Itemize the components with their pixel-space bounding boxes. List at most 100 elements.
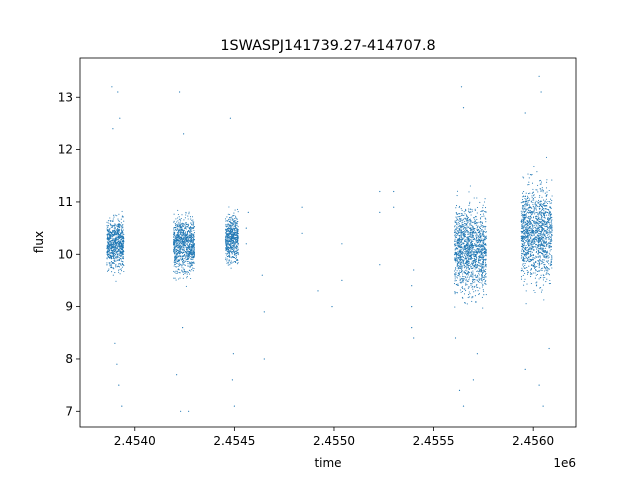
data-point (175, 270, 177, 272)
data-point (113, 257, 115, 259)
data-point (122, 250, 124, 252)
data-point (231, 222, 233, 224)
data-point (455, 213, 458, 215)
data-point (480, 217, 482, 219)
data-point (541, 249, 543, 251)
data-point (475, 257, 477, 259)
data-point (187, 244, 189, 246)
data-point (482, 232, 484, 234)
data-point (470, 257, 472, 259)
data-point (545, 253, 548, 255)
data-point (480, 210, 482, 213)
data-point (190, 227, 192, 229)
data-point (173, 251, 175, 253)
data-point (466, 239, 468, 241)
data-point (533, 209, 535, 211)
data-point (472, 235, 474, 237)
data-point (537, 223, 539, 226)
data-point (230, 227, 232, 229)
data-point (468, 233, 470, 235)
data-point (187, 260, 189, 263)
data-point (471, 243, 474, 245)
data-point (481, 210, 483, 212)
data-point (482, 284, 484, 287)
data-point (525, 235, 527, 237)
data-point (176, 261, 179, 263)
data-point (546, 208, 548, 210)
data-point (455, 244, 457, 246)
data-point (461, 246, 463, 248)
data-point (474, 268, 476, 270)
data-point (530, 255, 532, 257)
data-point (530, 213, 532, 215)
data-point (112, 253, 114, 255)
data-point (539, 207, 541, 210)
data-point (544, 234, 546, 236)
data-point (538, 202, 540, 204)
data-point (115, 247, 117, 250)
data-point (226, 227, 228, 229)
data-point (113, 246, 115, 248)
data-point (484, 228, 486, 230)
data-point (468, 279, 470, 281)
data-point (181, 269, 183, 271)
data-point (230, 226, 232, 228)
data-point (473, 286, 475, 288)
data-point (184, 246, 186, 248)
data-point (541, 206, 544, 208)
data-point (228, 206, 230, 208)
data-point (541, 196, 543, 198)
data-point (112, 249, 114, 252)
data-point (542, 279, 544, 281)
data-point (178, 269, 180, 271)
data-point (237, 252, 239, 254)
data-point (467, 238, 469, 241)
data-point (182, 241, 185, 243)
data-point (468, 267, 471, 270)
data-point (467, 233, 469, 235)
data-point (485, 266, 487, 268)
data-point (457, 260, 459, 262)
data-point (230, 231, 232, 233)
data-point (526, 283, 528, 285)
data-point (116, 229, 119, 231)
data-point (181, 270, 183, 272)
data-point (480, 220, 482, 223)
data-point (480, 246, 482, 248)
data-point (122, 232, 124, 234)
data-point (183, 224, 185, 226)
data-point (459, 246, 462, 249)
data-point (483, 267, 485, 269)
data-point (470, 247, 472, 249)
data-point (106, 221, 108, 223)
data-point (179, 243, 181, 245)
data-point (526, 204, 529, 207)
data-point (235, 244, 238, 246)
data-point (522, 207, 524, 209)
data-point (479, 227, 481, 229)
data-point (192, 245, 194, 247)
data-point (227, 237, 230, 239)
data-point (526, 230, 528, 232)
data-point (192, 221, 194, 223)
data-point (551, 216, 553, 218)
data-point (184, 255, 186, 257)
data-point (467, 254, 469, 256)
data-point (541, 209, 543, 211)
data-point (112, 241, 114, 243)
data-point (235, 233, 237, 235)
data-point (534, 222, 536, 225)
data-point (233, 228, 236, 230)
data-point (462, 252, 464, 254)
data-point (537, 263, 539, 265)
data-point (481, 256, 483, 258)
data-point (457, 238, 459, 241)
data-point (122, 261, 124, 263)
data-point (235, 259, 237, 261)
data-point (187, 250, 189, 252)
data-point (118, 253, 120, 255)
data-point (475, 301, 477, 303)
data-point (182, 263, 184, 265)
data-point (462, 273, 464, 275)
data-point (454, 293, 456, 295)
